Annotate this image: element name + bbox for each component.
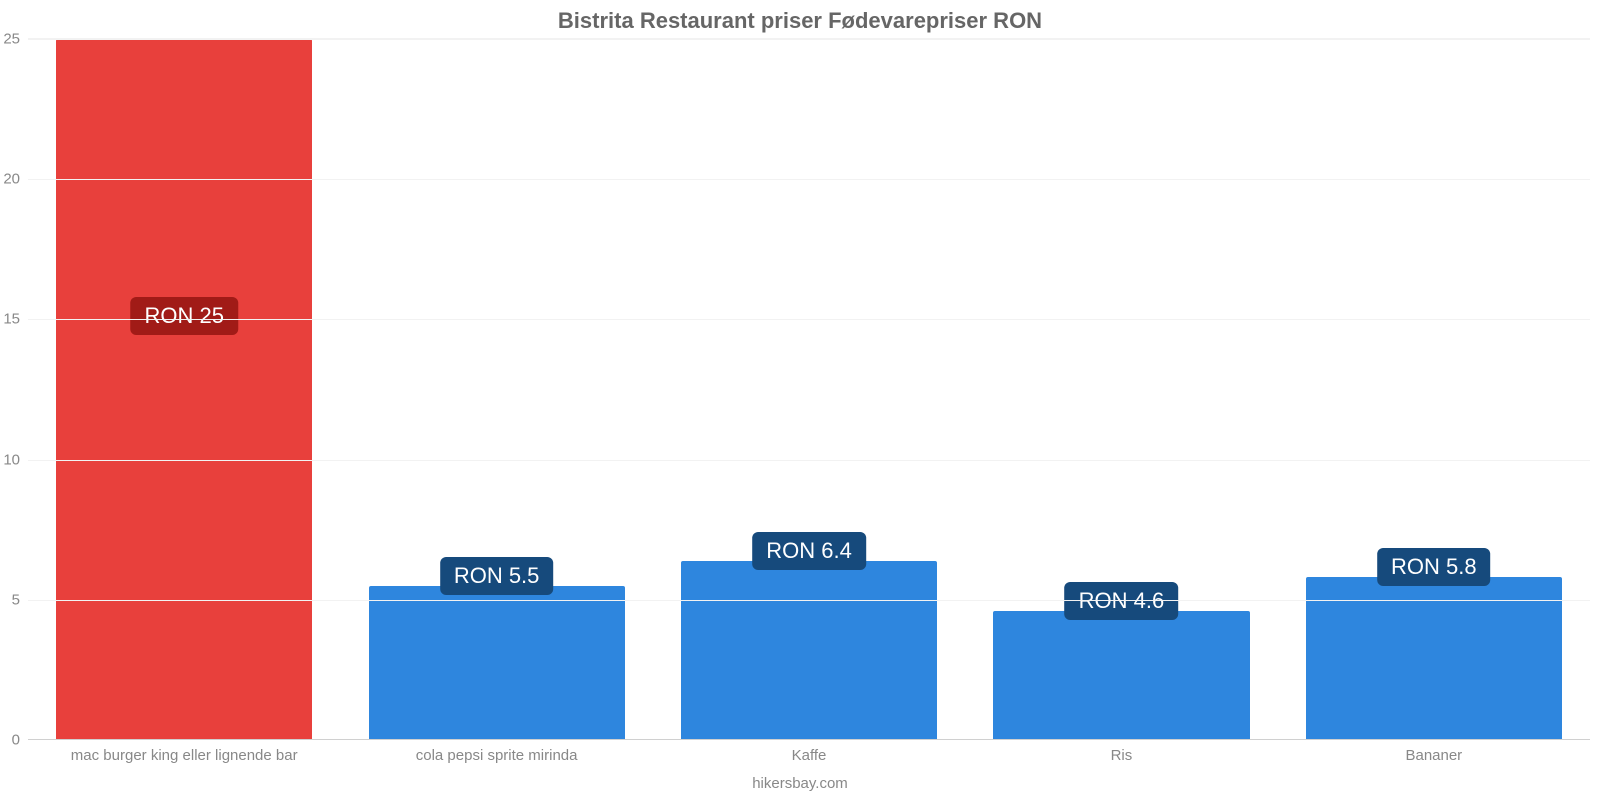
value-badge: RON 6.4 [752, 532, 866, 570]
y-tick-label: 10 [3, 451, 28, 468]
x-baseline [28, 739, 1590, 740]
bar-slot: RON 4.6 [965, 39, 1277, 740]
bars-group: RON 25 RON 5.5 RON 6.4 RON 4.6 RON 5.8 [28, 39, 1590, 740]
grid-line [28, 600, 1590, 601]
x-axis: mac burger king eller lignende barcola p… [28, 741, 1590, 764]
grid-line [28, 460, 1590, 461]
y-tick-label: 5 [12, 591, 28, 608]
bar [681, 561, 937, 740]
x-tick-label: Bananer [1278, 741, 1590, 764]
bar-slot: RON 6.4 [653, 39, 965, 740]
y-tick-label: 25 [3, 31, 28, 48]
x-tick-label: Ris [965, 741, 1277, 764]
bar-slot: RON 5.8 [1278, 39, 1590, 740]
value-badge: RON 5.8 [1377, 548, 1491, 586]
x-tick-label: mac burger king eller lignende bar [28, 741, 340, 764]
y-tick-label: 20 [3, 171, 28, 188]
value-badge: RON 4.6 [1065, 582, 1179, 620]
chart-title: Bistrita Restaurant priser Fødevareprise… [0, 0, 1600, 34]
chart-container: Bistrita Restaurant priser Fødevareprise… [0, 0, 1600, 800]
y-tick-label: 15 [3, 311, 28, 328]
bar-slot: RON 5.5 [340, 39, 652, 740]
grid-line [28, 39, 1590, 40]
x-tick-label: cola pepsi sprite mirinda [340, 741, 652, 764]
bar [993, 611, 1249, 740]
bar [1306, 577, 1562, 740]
plot-region: RON 25RON 5.5RON 6.4RON 4.6RON 5.8 05101… [28, 38, 1590, 740]
value-badge: RON 5.5 [440, 557, 554, 595]
y-tick-label: 0 [12, 732, 28, 749]
grid-line [28, 179, 1590, 180]
value-badge: RON 25 [130, 297, 237, 335]
bar [369, 586, 625, 740]
grid-line [28, 319, 1590, 320]
x-tick-label: Kaffe [653, 741, 965, 764]
bar-slot: RON 25 [28, 39, 340, 740]
chart-footer: hikersbay.com [0, 775, 1600, 792]
bar [56, 39, 312, 740]
